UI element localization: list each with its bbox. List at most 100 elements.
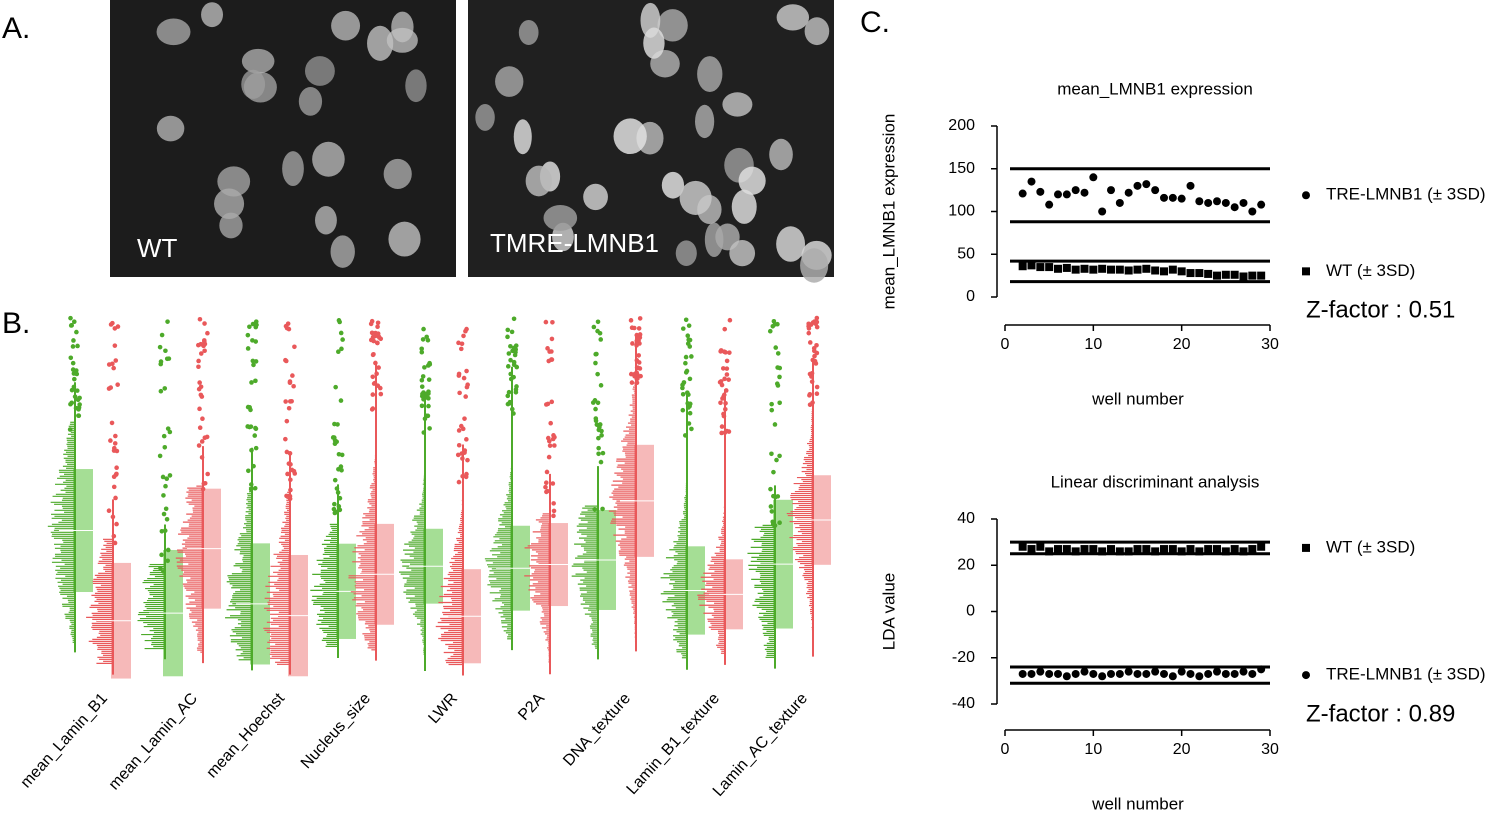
chart-title: Linear discriminant analysis — [1051, 472, 1260, 491]
nucleus — [776, 4, 810, 31]
point — [1054, 545, 1062, 554]
outlier — [112, 343, 118, 348]
nucleus — [722, 92, 753, 117]
point — [1221, 198, 1230, 207]
outlier — [687, 376, 693, 382]
nucleus — [518, 19, 539, 45]
outlier — [113, 495, 118, 501]
outlier — [375, 331, 381, 336]
point — [1027, 261, 1036, 270]
outlier — [196, 364, 201, 370]
point — [1054, 669, 1062, 678]
point — [1151, 667, 1160, 676]
outlier — [456, 442, 462, 448]
outlier — [769, 401, 774, 407]
outlier — [680, 382, 685, 388]
outlier — [628, 371, 634, 377]
outlier — [814, 384, 820, 390]
outlier — [772, 322, 778, 327]
outlier — [511, 374, 516, 380]
nucleus — [583, 183, 608, 211]
nucleus — [513, 119, 532, 155]
point — [1186, 181, 1195, 190]
outlier — [70, 344, 76, 349]
outlier — [684, 368, 690, 374]
x-tick-label: 0 — [1001, 336, 1010, 353]
outlier — [462, 448, 468, 453]
outlier — [600, 450, 606, 456]
outlier — [545, 346, 550, 351]
point — [1230, 669, 1239, 678]
y-axis-label: mean_LMNB1 expression — [879, 114, 898, 310]
outlier — [111, 365, 116, 371]
nucleus — [769, 138, 793, 171]
y-tick-label: 0 — [966, 603, 975, 620]
outlier — [596, 435, 601, 441]
outlier — [426, 403, 431, 409]
outlier — [722, 376, 727, 382]
outlier — [339, 467, 344, 473]
outlier — [599, 433, 604, 438]
outlier — [464, 384, 470, 390]
point — [1239, 547, 1248, 556]
outlier — [689, 426, 694, 432]
outlier — [339, 452, 345, 458]
outlier — [505, 364, 511, 369]
outlier — [159, 552, 164, 558]
outlier — [114, 471, 119, 477]
legend-marker — [1302, 191, 1310, 200]
outlier — [507, 400, 513, 406]
outlier — [165, 319, 170, 324]
outlier — [546, 358, 552, 364]
outlier — [683, 360, 688, 366]
point — [1036, 187, 1045, 196]
point — [1027, 669, 1036, 678]
outlier — [726, 377, 731, 382]
outlier — [373, 360, 378, 366]
point — [1257, 542, 1266, 551]
nucleus — [383, 158, 412, 190]
point — [1248, 669, 1257, 678]
nucleus — [475, 104, 495, 131]
outlier — [334, 486, 340, 491]
point — [1248, 207, 1257, 216]
point — [1177, 194, 1186, 203]
outlier — [286, 405, 292, 411]
y-tick-label: 150 — [948, 160, 975, 177]
outlier — [201, 338, 207, 343]
outlier — [71, 319, 77, 325]
outlier — [772, 523, 778, 528]
outlier — [682, 433, 688, 438]
outlier — [161, 433, 167, 439]
outlier — [250, 358, 256, 364]
outlier — [198, 341, 204, 347]
panel-label: C. — [860, 6, 890, 39]
outlier — [167, 473, 173, 478]
point — [1248, 271, 1257, 280]
point — [1080, 188, 1089, 197]
outlier — [284, 418, 290, 424]
outlier — [374, 340, 380, 346]
point — [1107, 669, 1115, 678]
outlier — [597, 424, 602, 430]
outlier — [331, 506, 337, 512]
outlier — [336, 318, 342, 323]
outlier — [723, 388, 729, 393]
point — [1124, 266, 1133, 275]
outlier — [687, 337, 693, 343]
outlier — [199, 394, 205, 399]
outlier — [75, 343, 80, 349]
outlier — [683, 317, 689, 323]
outlier — [595, 371, 600, 377]
image-label: WT — [137, 233, 178, 263]
point — [1213, 545, 1221, 554]
outlier — [727, 350, 732, 355]
outlier — [777, 520, 782, 526]
outlier — [114, 521, 119, 527]
outlier — [456, 371, 462, 377]
outlier — [459, 423, 464, 429]
outlier — [723, 400, 728, 406]
nucleus — [156, 18, 191, 46]
outlier — [200, 416, 205, 422]
outlier — [505, 334, 510, 340]
